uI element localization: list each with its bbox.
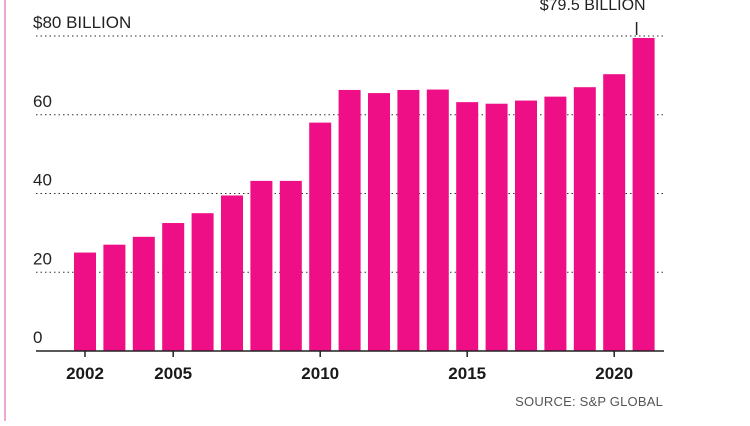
bar-2015 bbox=[456, 102, 479, 352]
y-tick-label-40: 40 bbox=[33, 171, 52, 190]
bar-2006 bbox=[191, 213, 214, 351]
x-tick-label-2002: 2002 bbox=[66, 364, 104, 383]
bars bbox=[74, 37, 655, 352]
x-tick-label-2010: 2010 bbox=[301, 364, 339, 383]
bar-2019 bbox=[573, 87, 596, 351]
bar-2021 bbox=[632, 37, 655, 351]
x-tick-label-2005: 2005 bbox=[154, 364, 192, 383]
y-tick-label-60: 60 bbox=[33, 92, 52, 111]
axes bbox=[36, 21, 664, 357]
labels: 0 20 40 60 $80 BILLION 2002 2005 2010 2015 2020 $7… bbox=[33, 0, 646, 383]
source-note: SOURCE: S&P GLOBAL bbox=[515, 394, 663, 409]
bar-2008 bbox=[250, 180, 273, 351]
annotation-label: $79.5 BILLION bbox=[540, 0, 646, 14]
bar-2020 bbox=[603, 74, 626, 351]
bar-2014 bbox=[426, 89, 449, 352]
x-tick-label-2020: 2020 bbox=[595, 364, 633, 383]
bar-2013 bbox=[397, 89, 420, 351]
bar-2004 bbox=[132, 236, 155, 351]
bar-2011 bbox=[338, 89, 361, 351]
bar-2003 bbox=[103, 244, 126, 351]
bar-2005 bbox=[162, 223, 185, 351]
bar-2002 bbox=[74, 252, 96, 351]
y-tick-label-20: 20 bbox=[33, 249, 52, 268]
bar-2017 bbox=[515, 100, 537, 351]
bar-2007 bbox=[221, 195, 243, 351]
y-tick-label-0: 0 bbox=[33, 328, 42, 347]
bar-2012 bbox=[368, 93, 390, 351]
left-border-rule bbox=[4, 0, 6, 421]
bar-2009 bbox=[279, 180, 302, 351]
bar-2016 bbox=[485, 103, 508, 351]
bar-2010 bbox=[309, 122, 332, 351]
bar-2018 bbox=[544, 96, 567, 351]
y-tick-label-80: $80 BILLION bbox=[33, 13, 131, 32]
x-tick-label-2015: 2015 bbox=[448, 364, 486, 383]
